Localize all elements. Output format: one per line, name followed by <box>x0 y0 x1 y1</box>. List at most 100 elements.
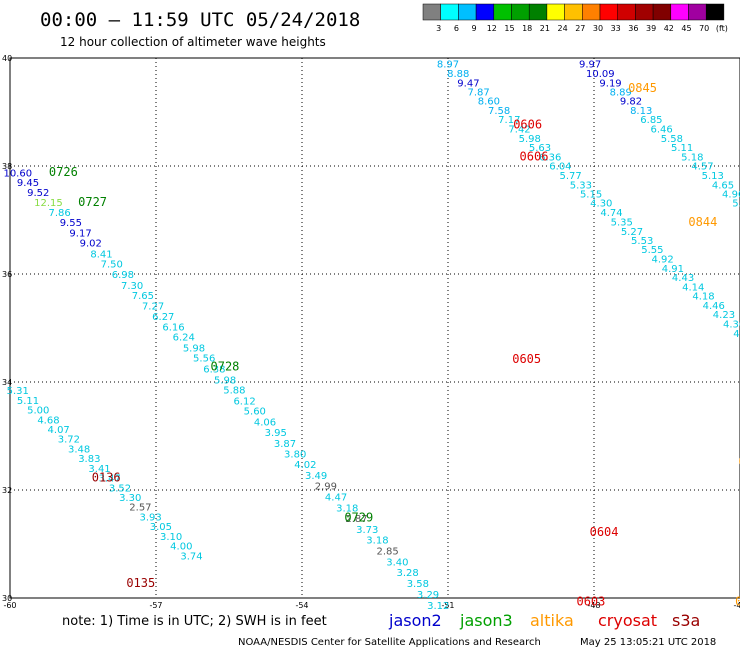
wave-height-label: 3.41 <box>88 464 110 475</box>
wave-height-label: 6.36 <box>539 152 561 163</box>
wave-height-label: 6.27 <box>152 312 174 323</box>
wave-height-label: 9.45 <box>17 178 39 189</box>
wave-height-label: 4.36 <box>723 320 740 331</box>
time-annotation: 0728 <box>211 359 240 373</box>
wave-height-label: 8.89 <box>610 87 632 98</box>
wave-height-label: 5.31 <box>732 199 740 210</box>
wave-height-label: 3.28 <box>396 568 418 579</box>
y-tick-label: 38 <box>2 162 12 171</box>
satellite-s3a: s3a <box>672 611 700 630</box>
wave-height-label: 5.60 <box>244 407 266 418</box>
wave-height-label: 3.05 <box>150 522 172 533</box>
wave-height-label: 4.91 <box>662 264 684 275</box>
wave-height-label: 6.04 <box>549 161 571 172</box>
wave-height-label: 4.30 <box>590 199 612 210</box>
x-tick-label: -57 <box>149 601 162 610</box>
wave-height-label: 2.87 <box>345 514 367 525</box>
time-annotation: 0 <box>735 595 740 609</box>
time-annotation: 0726 <box>49 165 78 179</box>
time-annotation: 0606 <box>513 117 542 131</box>
x-tick-label: -45 <box>733 601 740 610</box>
legend-label: 18 <box>522 24 532 33</box>
time-annotation: 0606 <box>520 150 549 164</box>
time-annotation: 0729 <box>344 510 373 524</box>
legend-swatch <box>546 3 565 21</box>
time-annotation: 0136 <box>92 471 121 485</box>
wave-height-label: 4.18 <box>692 292 714 303</box>
wave-height-label: 7.17 <box>498 115 520 126</box>
wave-height-label: 8.97 <box>437 59 459 70</box>
wave-height-label: 4.43 <box>672 273 694 284</box>
time-annotation: 0845 <box>628 81 657 95</box>
legend-swatch <box>582 3 601 21</box>
time-annotation: 0843 <box>739 454 740 468</box>
wave-height-label: 4.00 <box>170 542 192 553</box>
wave-height-label: 8.41 <box>90 249 112 260</box>
wave-height-label: 5.98 <box>519 134 541 145</box>
satellite-jason2: jason2 <box>388 611 442 630</box>
footer-timestamp: May 25 13:05:21 UTC 2018 <box>580 637 716 648</box>
wave-height-label: 3.95 <box>265 428 287 439</box>
time-annotation: 0844 <box>688 215 717 229</box>
x-tick-label: -54 <box>295 601 308 610</box>
wave-height-label: 4.47 <box>325 492 347 503</box>
wave-height-label: 6.38 <box>203 365 225 376</box>
legend-label: 33 <box>611 24 621 33</box>
wave-height-label: 5.98 <box>183 343 205 354</box>
wave-height-label: 3.40 <box>386 557 408 568</box>
wave-height-label: 3.52 <box>109 483 131 494</box>
y-tick-label: 36 <box>2 270 12 279</box>
wave-height-label: 5.58 <box>661 134 683 145</box>
y-tick-label: 34 <box>2 378 12 387</box>
wave-height-label: 3.74 <box>180 551 202 562</box>
wave-height-label: 5.98 <box>214 375 236 386</box>
wave-height-label: 4.90 <box>722 190 740 201</box>
wave-height-label: 8.88 <box>447 69 469 80</box>
legend-swatch <box>564 3 583 21</box>
color-legend: 3 6 9 12 15 18 21 24 27 30 33 36 39 42 45 70 (ft) <box>422 3 728 33</box>
wave-height-label: 3.83 <box>78 454 100 465</box>
wave-height-label: 5.55 <box>641 245 663 256</box>
wave-height-label: 7.87 <box>468 87 490 98</box>
wave-height-label: 5.18 <box>681 152 703 163</box>
satellite-legend: jason2 jason3 altika cryosat s3a <box>388 611 700 630</box>
wave-height-label: 9.97 <box>579 59 601 70</box>
time-annotation: 0603 <box>576 595 605 609</box>
wave-height-label: 4.46 <box>703 301 725 312</box>
wave-height-label: 5.31 <box>7 386 29 397</box>
legend-swatch <box>705 3 725 21</box>
wave-height-label: 7.65 <box>132 291 154 302</box>
legend-label: 9 <box>472 24 477 33</box>
wave-height-label: 5.56 <box>193 354 215 365</box>
x-tick-label: -51 <box>441 601 454 610</box>
wave-height-label: 7.42 <box>508 125 530 136</box>
wave-height-label: 6.24 <box>173 333 195 344</box>
wave-height-label: 3.12 <box>427 601 449 612</box>
time-annotation: 0135 <box>126 576 155 590</box>
wave-height-label: 5.35 <box>611 218 633 229</box>
wave-height-label: 9.55 <box>60 218 82 229</box>
wave-height-label: 4.02 <box>294 460 316 471</box>
legend-swatch <box>635 3 654 21</box>
wave-height-label: 4.23 <box>713 310 735 321</box>
satellite-jason3: jason3 <box>459 611 513 630</box>
chart-title: 00:00 – 11:59 UTC 05/24/2018 <box>40 9 360 31</box>
wave-height-label: 3.73 <box>356 525 378 536</box>
wave-height-label: 9.19 <box>599 78 621 89</box>
legend-label: 3 <box>436 24 441 33</box>
wave-height-label: 3.18 <box>336 503 358 514</box>
legend-label: 30 <box>593 24 603 33</box>
legend-swatch <box>528 3 548 21</box>
wave-height-label: 4.07 <box>48 425 70 436</box>
time-annotation: 0727 <box>78 195 107 209</box>
wave-height-label: 3.47 <box>99 474 121 485</box>
wave-height-label: 4.68 <box>37 415 59 426</box>
wave-height-labels: 10.609.459.5212.157.869.559.179.028.417.… <box>3 59 740 612</box>
wave-height-label: 7.27 <box>142 301 164 312</box>
wave-height-label: 4.14 <box>682 282 704 293</box>
footer-credit: NOAA/NESDIS Center for Satellite Applica… <box>238 637 541 648</box>
legend-label: 6 <box>454 24 459 33</box>
wave-height-label: 7.86 <box>49 208 71 219</box>
wave-height-label: 7.58 <box>488 106 510 117</box>
time-annotation: 0605 <box>512 352 541 366</box>
